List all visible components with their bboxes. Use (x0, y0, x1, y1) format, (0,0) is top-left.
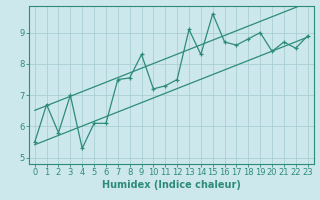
X-axis label: Humidex (Indice chaleur): Humidex (Indice chaleur) (102, 180, 241, 190)
